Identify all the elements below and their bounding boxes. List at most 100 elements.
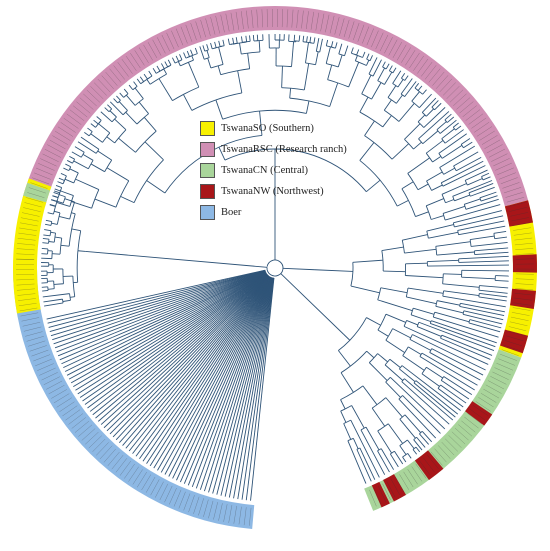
- tree-branch: [232, 42, 238, 45]
- tree-branch: [134, 86, 138, 89]
- tree-branch: [58, 194, 66, 198]
- taxon-label: [109, 68, 122, 83]
- tree-branch: [460, 138, 471, 145]
- tree-branch: [414, 380, 417, 382]
- tree-branch: [282, 65, 292, 68]
- tree-branch: [398, 397, 401, 400]
- tree-branch: [206, 44, 209, 51]
- tree-branch: [459, 305, 505, 317]
- tree-branch: [396, 199, 409, 207]
- legend-label: TswanaNW (Northwest): [221, 186, 324, 197]
- tree-branch: [403, 325, 489, 365]
- tree-branch: [456, 156, 482, 172]
- legend-item-tswana-rsc: TswanaRSC (Research ranch): [200, 139, 350, 160]
- taxon-label: [378, 485, 387, 503]
- taxon-label: [434, 448, 447, 463]
- taxon-label: [515, 278, 534, 280]
- tree-branch: [45, 223, 52, 226]
- tree-branch: [423, 367, 427, 371]
- tree-branch: [419, 91, 423, 95]
- tree-branch: [168, 433, 192, 477]
- tree-branch: [366, 58, 370, 61]
- tree-branch: [224, 148, 276, 161]
- tree-branch: [207, 327, 252, 436]
- tree-branch: [399, 416, 403, 420]
- tree-branch: [417, 326, 442, 337]
- tree-branch: [424, 114, 427, 117]
- taxon-label: [66, 113, 82, 125]
- tree-branch: [405, 320, 408, 323]
- taxon-label: [514, 243, 533, 246]
- tree-branch: [335, 42, 338, 49]
- tree-branch: [227, 38, 230, 45]
- tree-branch: [436, 300, 460, 306]
- tree-branch: [191, 55, 194, 61]
- tree-branch: [434, 102, 442, 111]
- taxon-label: [465, 109, 481, 121]
- taxon-label: [515, 248, 534, 250]
- tree-branch: [48, 311, 107, 328]
- taxon-label: [494, 367, 511, 376]
- tree-branch: [392, 83, 397, 87]
- taxon-label: [49, 139, 66, 150]
- tree-branch: [390, 376, 446, 430]
- tree-branch: [350, 437, 354, 440]
- tree-branch: [59, 245, 62, 255]
- tree-branch: [437, 388, 464, 408]
- tree-branch: [411, 91, 420, 102]
- taxon-label: [480, 393, 497, 403]
- taxon-label: [88, 435, 102, 449]
- tree-branch: [185, 57, 188, 59]
- tree-branch: [74, 146, 85, 153]
- tree-branch: [408, 200, 416, 217]
- taxon-label: [515, 283, 534, 285]
- tree-branch: [102, 136, 108, 143]
- tree-branch: [407, 157, 430, 174]
- tree-branch: [383, 99, 392, 111]
- tree-branch: [190, 320, 240, 392]
- taxon-label: [474, 122, 490, 133]
- tree-branch: [401, 72, 406, 79]
- taxon-label: [409, 52, 420, 69]
- tree-branch: [42, 293, 70, 298]
- taxon-label: [506, 197, 525, 203]
- tree-branch: [107, 104, 113, 110]
- taxon-label: [85, 431, 99, 445]
- tree-branch: [442, 205, 466, 214]
- tree-branch: [282, 267, 315, 271]
- tree-branch: [315, 38, 320, 52]
- tree-branch: [463, 204, 466, 207]
- tree-branch: [404, 75, 409, 81]
- tree-branch: [426, 198, 444, 207]
- taxon-label: [428, 68, 441, 83]
- tree-branch: [48, 241, 55, 243]
- taxon-label: [401, 47, 411, 63]
- tree-branch: [157, 403, 197, 471]
- tree-branch: [399, 368, 416, 382]
- tree-branch: [362, 51, 366, 58]
- taxon-label: [490, 376, 507, 385]
- tree-branch: [439, 384, 441, 387]
- tree-branch: [218, 46, 224, 65]
- taxon-label: [514, 237, 533, 241]
- taxon-label: [306, 11, 309, 30]
- taxon-label: [155, 481, 164, 498]
- taxon-label: [399, 474, 409, 490]
- tree-branch: [172, 437, 193, 479]
- tree-branch: [455, 125, 462, 131]
- tree-branch: [50, 317, 109, 337]
- tree-branch: [56, 337, 92, 353]
- taxon-label: [362, 26, 370, 44]
- tree-branch: [126, 302, 213, 352]
- taxon-label: [513, 232, 532, 236]
- tree-branch: [233, 450, 243, 499]
- tree-branch: [44, 302, 64, 307]
- taxon-label: [506, 335, 524, 342]
- tree-branch: [428, 211, 432, 220]
- taxon-label: [185, 24, 193, 42]
- tree-branch: [212, 47, 215, 50]
- taxon-label: [195, 21, 202, 39]
- tree-branch: [309, 36, 312, 43]
- tree-branch: [57, 194, 60, 198]
- tree-branch: [413, 382, 456, 418]
